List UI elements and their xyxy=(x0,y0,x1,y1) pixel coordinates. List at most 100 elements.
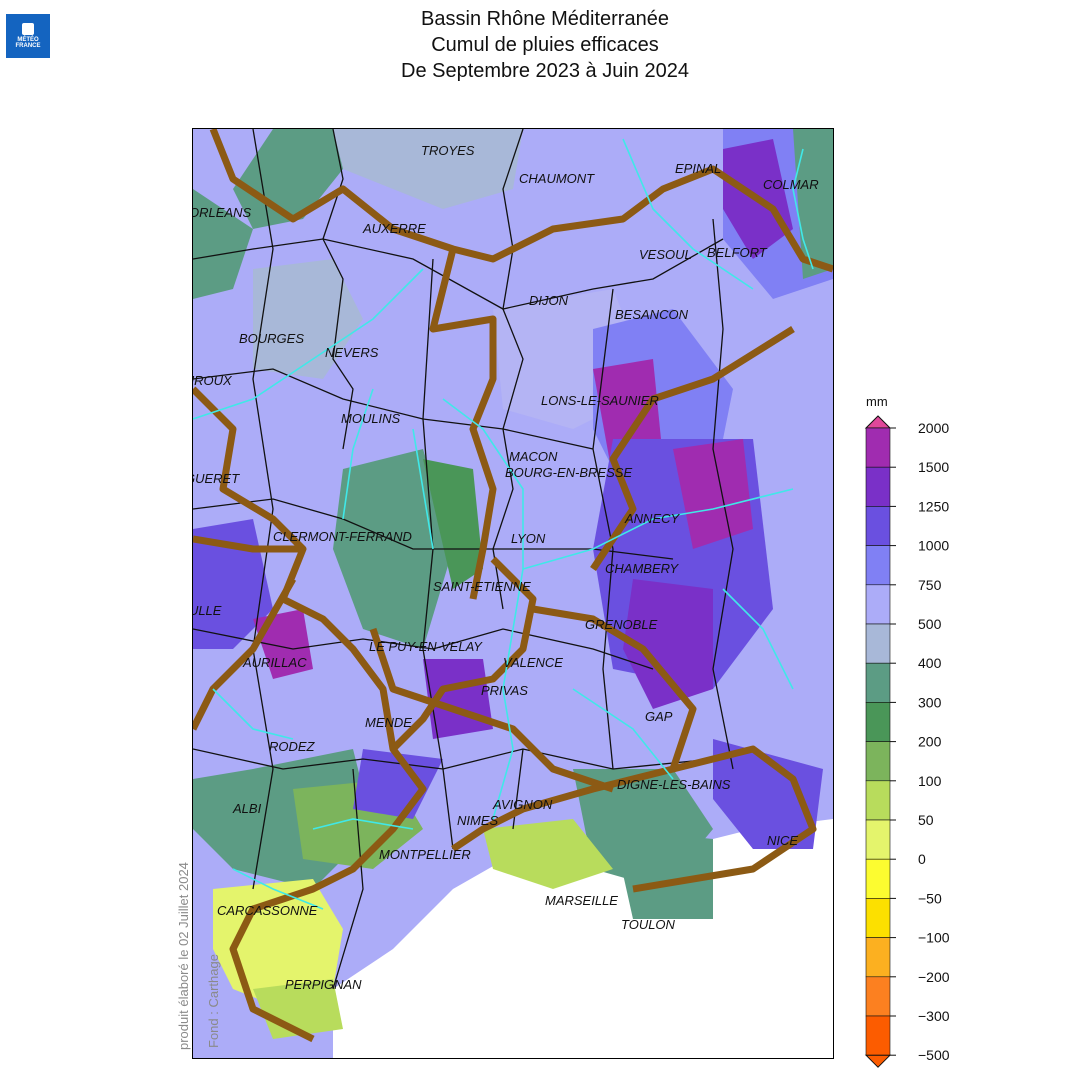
city-mende: MENDE xyxy=(365,715,412,730)
legend-swatch xyxy=(865,937,891,978)
basemap-credit: Fond : Carthage xyxy=(206,954,221,1048)
legend-label: 100 xyxy=(918,773,942,789)
zone-300-west xyxy=(193,189,253,299)
logo-line2: FRANCE xyxy=(15,43,41,49)
legend-color-bar xyxy=(864,415,892,1068)
legend-swatch xyxy=(865,819,891,860)
city-rodez: RODEZ xyxy=(269,739,316,754)
color-legend: 2000150012501000750500400300200100500−50… xyxy=(864,415,950,1068)
city-chambery: CHAMBERY xyxy=(605,561,680,576)
city-nice: NICE xyxy=(767,833,798,848)
legend-label: −200 xyxy=(918,969,950,985)
city-vesoul: VESOUL xyxy=(639,247,692,262)
legend-arrow-top xyxy=(864,415,892,429)
meteo-france-logo: MÉTÉO FRANCE xyxy=(6,14,50,58)
legend-swatch xyxy=(865,858,891,899)
city-dijon: DIJON xyxy=(529,293,569,308)
city-colmar: COLMAR xyxy=(763,177,819,192)
legend-label: 500 xyxy=(918,616,942,632)
legend-label: −300 xyxy=(918,1008,950,1024)
legend-labels: 2000150012501000750500400300200100500−50… xyxy=(890,420,950,1063)
legend-label: 400 xyxy=(918,655,942,671)
map-title: Bassin Rhône Méditerranée xyxy=(421,8,669,30)
city-aurillac: AURILLAC xyxy=(242,655,307,670)
legend-label: 750 xyxy=(918,577,942,593)
city-gueret: GUERET xyxy=(193,471,240,486)
legend-label: 1500 xyxy=(918,459,949,475)
legend-swatch xyxy=(865,702,891,742)
city-auxerre: AUXERRE xyxy=(362,221,426,236)
city-albi: ALBI xyxy=(232,801,262,816)
city-grenoble: GRENOBLE xyxy=(585,617,658,632)
city-besancon: BESANCON xyxy=(615,307,689,322)
city-epinal: EPINAL xyxy=(675,161,721,176)
legend-unit: mm xyxy=(866,394,888,409)
department-borders xyxy=(193,129,734,990)
zone-200-loire xyxy=(423,459,483,589)
legend-swatch xyxy=(865,780,891,821)
legend-label: 50 xyxy=(918,812,934,828)
legend-swatch xyxy=(865,623,891,664)
city-valence: VALENCE xyxy=(503,655,563,670)
city-marseille: MARSEILLE xyxy=(545,893,618,908)
city-annecy: ANNECY xyxy=(624,511,681,526)
city-bourg: BOURG-EN-BRESSE xyxy=(505,465,632,480)
city-lyon: LYON xyxy=(511,531,546,546)
legend-label: 1000 xyxy=(918,538,949,554)
city-moulins: MOULINS xyxy=(341,411,401,426)
legend-swatch xyxy=(865,898,891,938)
city-belfort: BELFORT xyxy=(707,245,768,260)
city-nimes: NIMES xyxy=(457,813,499,828)
rivers xyxy=(193,138,814,910)
legend-swatch xyxy=(865,545,891,586)
legend-label: 1250 xyxy=(918,498,949,514)
legend-swatch xyxy=(865,662,891,703)
legend-swatch xyxy=(865,427,891,468)
map-period: De Septembre 2023 à Juin 2024 xyxy=(401,60,689,82)
city-perpignan: PERPIGNAN xyxy=(285,977,362,992)
zone-300-var xyxy=(613,829,713,919)
legend-swatch xyxy=(865,741,891,782)
title-block: Bassin Rhône Méditerranée Cumul de pluie… xyxy=(0,6,1090,84)
zone-50-camargue xyxy=(483,819,613,889)
city-chaumont: CHAUMONT xyxy=(519,171,595,186)
legend-label: 300 xyxy=(918,694,942,710)
city-chateauroux: CHATEAUROUX xyxy=(193,373,233,388)
logo-mark xyxy=(22,23,34,35)
city-gap: GAP xyxy=(645,709,673,724)
legend-label: 2000 xyxy=(918,420,949,436)
zone-1000-maritimes xyxy=(713,739,823,849)
city-lons: LONS-LE-SAUNIER xyxy=(541,393,659,408)
legend-swatch xyxy=(865,506,891,546)
city-orleans: ORLEANS xyxy=(193,205,251,220)
city-digne: DIGNE-LES-BAINS xyxy=(617,777,731,792)
city-montpellier: MONTPELLIER xyxy=(379,847,471,862)
production-credit: produit élaboré le 02 Juillet 2024 xyxy=(176,862,191,1050)
zone-400-north xyxy=(333,129,523,209)
city-avignon: AVIGNON xyxy=(492,797,553,812)
legend-swatch xyxy=(865,976,891,1017)
city-stetienne: SAINT-ETIENNE xyxy=(433,579,531,594)
zone-300-north xyxy=(233,129,343,229)
city-bourges: BOURGES xyxy=(239,331,304,346)
legend-label: 200 xyxy=(918,734,942,750)
legend-swatch xyxy=(865,584,891,625)
legend-label: 0 xyxy=(918,851,926,867)
legend-label: −100 xyxy=(918,930,950,946)
city-labels: TROYES CHAUMONT EPINAL COLMAR ORLEANS AU… xyxy=(193,143,819,992)
logo-line1: MÉTÉO xyxy=(17,37,39,43)
zone-300-allier xyxy=(333,449,453,649)
city-carcassonne: CARCASSONNE xyxy=(217,903,318,918)
city-nevers: NEVERS xyxy=(325,345,379,360)
city-troyes: TROYES xyxy=(421,143,475,158)
city-lepuy: LE PUY-EN-VELAY xyxy=(369,639,483,654)
city-toulon: TOULON xyxy=(621,917,676,932)
city-clermont: CLERMONT-FERRAND xyxy=(273,529,412,544)
city-privas: PRIVAS xyxy=(481,683,528,698)
zone-400-bourges xyxy=(253,259,363,379)
legend-swatch xyxy=(865,466,891,507)
legend-label: −500 xyxy=(918,1047,950,1063)
legend-label: −50 xyxy=(918,890,942,906)
zone-1250-oisans xyxy=(623,579,713,709)
legend-arrow-bottom xyxy=(864,1054,892,1068)
